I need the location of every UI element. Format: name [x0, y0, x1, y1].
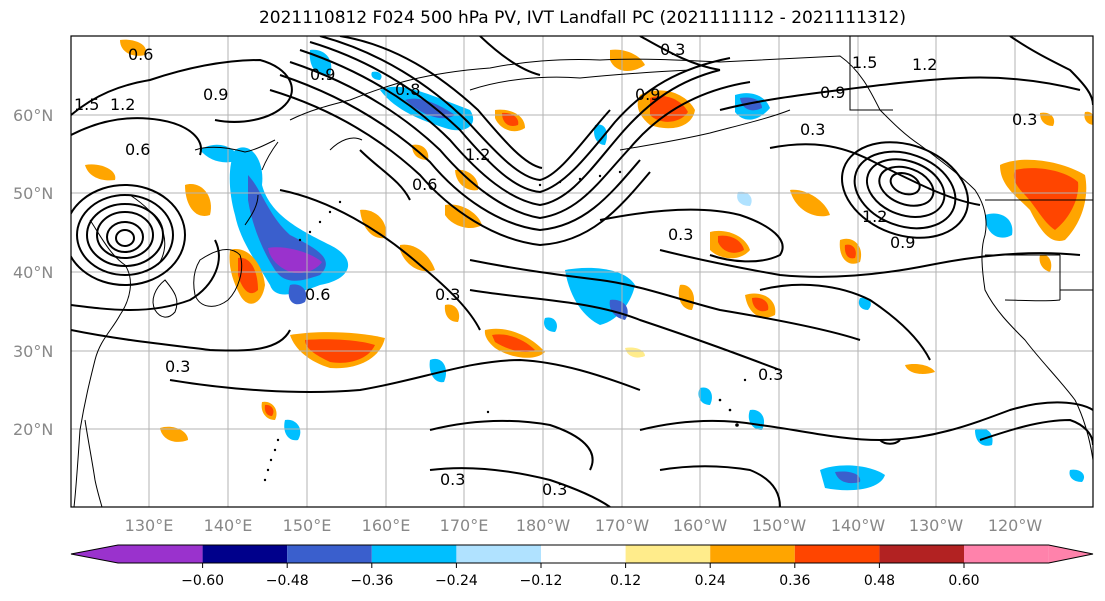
lon-label: 130°W [909, 516, 964, 535]
contour-label: 1.5 [852, 53, 877, 72]
contour-label: 1.2 [912, 55, 937, 74]
colorbar-tick-label: −0.24 [435, 573, 478, 589]
contour-label: 1.5 [74, 95, 99, 114]
colorbar-tick-label: 0.12 [610, 573, 641, 589]
contour-label: 0.6 [128, 45, 153, 64]
longitude-labels: 130°E 140°E 150°E 160°E 170°E 180°W 170°… [125, 516, 1043, 535]
contour-label: 1.2 [110, 95, 135, 114]
contour-label: 0.3 [660, 40, 685, 59]
island-chains [263, 170, 747, 482]
colorbar-segment [202, 545, 288, 563]
contour-label: 0.3 [440, 470, 465, 489]
lon-label: 150°W [752, 516, 807, 535]
lat-label: 60°N [13, 106, 53, 125]
colorbar-tick-label: −0.60 [181, 573, 224, 589]
lon-label: 130°E [125, 516, 174, 535]
colorbar-tick-label: 0.24 [695, 573, 726, 589]
lat-label: 20°N [13, 420, 53, 439]
contour-label: 0.8 [395, 80, 420, 99]
colorbar: −0.60 −0.48 −0.36 −0.24 −0.12 0.12 0.24 … [70, 544, 1094, 589]
colorbar-segment [287, 545, 372, 563]
lon-label: 120°W [988, 516, 1043, 535]
contour-label: 0.9 [820, 83, 845, 102]
lat-label: 30°N [13, 342, 53, 361]
lon-label: 160°E [362, 516, 411, 535]
contour-label: 0.6 [412, 175, 437, 194]
latitude-labels: 60°N 50°N 40°N 30°N 20°N [13, 106, 53, 439]
colorbar-tick-label: 0.60 [948, 573, 979, 589]
contour-label: 0.3 [165, 357, 190, 376]
colorbar-segment [371, 545, 457, 563]
contour-label: 0.3 [435, 285, 460, 304]
colorbar-segment [1048, 545, 1093, 563]
lon-label: 150°E [283, 516, 332, 535]
contour-label: 0.3 [800, 120, 825, 139]
contour-label: 0.9 [310, 65, 335, 84]
colorbar-segment [118, 545, 203, 563]
contour-label: 1.2 [465, 145, 490, 164]
lon-label: 140°E [204, 516, 253, 535]
contour-label: 0.3 [1012, 110, 1037, 129]
colorbar-segment [710, 545, 795, 563]
lon-label: 160°W [673, 516, 728, 535]
colorbar-tick-label: −0.36 [350, 573, 393, 589]
contour-label: 1.2 [862, 207, 887, 226]
contour-label: 0.3 [668, 225, 693, 244]
colorbar-segment [71, 545, 118, 563]
colorbar-tick-label: −0.12 [520, 573, 563, 589]
map-border [70, 35, 1094, 508]
colorbar-segment [541, 545, 626, 563]
pv-contours [71, 36, 1093, 507]
colorbar-tick-label: 0.36 [779, 573, 810, 589]
colorbar-segment [794, 545, 880, 563]
contour-label: 0.6 [125, 140, 150, 159]
lon-label: 170°E [440, 516, 489, 535]
colorbar-segment [964, 545, 1049, 563]
pv-shading [85, 39, 1093, 491]
colorbar-segment [879, 545, 964, 563]
contour-label: 0.9 [635, 85, 660, 104]
colorbar-segment [456, 545, 541, 563]
map-title: 2021110812 F024 500 hPa PV, IVT Landfall… [258, 8, 906, 28]
lon-label: 170°W [595, 516, 650, 535]
colorbar-outline [70, 544, 1094, 564]
contour-label: 0.9 [203, 85, 228, 104]
contour-label: 0.3 [758, 365, 783, 384]
lon-label: 180°W [516, 516, 571, 535]
lon-label: 140°W [831, 516, 886, 535]
colorbar-tick-label: −0.48 [266, 573, 309, 589]
colorbar-segment [625, 545, 711, 563]
contour-label-group: 0.6 0.9 1.2 1.5 0.6 0.9 0.8 1.2 0.6 0.3 … [74, 40, 1037, 499]
lat-label: 40°N [13, 263, 53, 282]
colorbar-tick-label: 0.48 [864, 573, 895, 589]
lat-label: 50°N [13, 184, 53, 203]
contour-label: 0.6 [305, 285, 330, 304]
contour-label: 0.3 [542, 480, 567, 499]
contour-label: 0.9 [890, 233, 915, 252]
